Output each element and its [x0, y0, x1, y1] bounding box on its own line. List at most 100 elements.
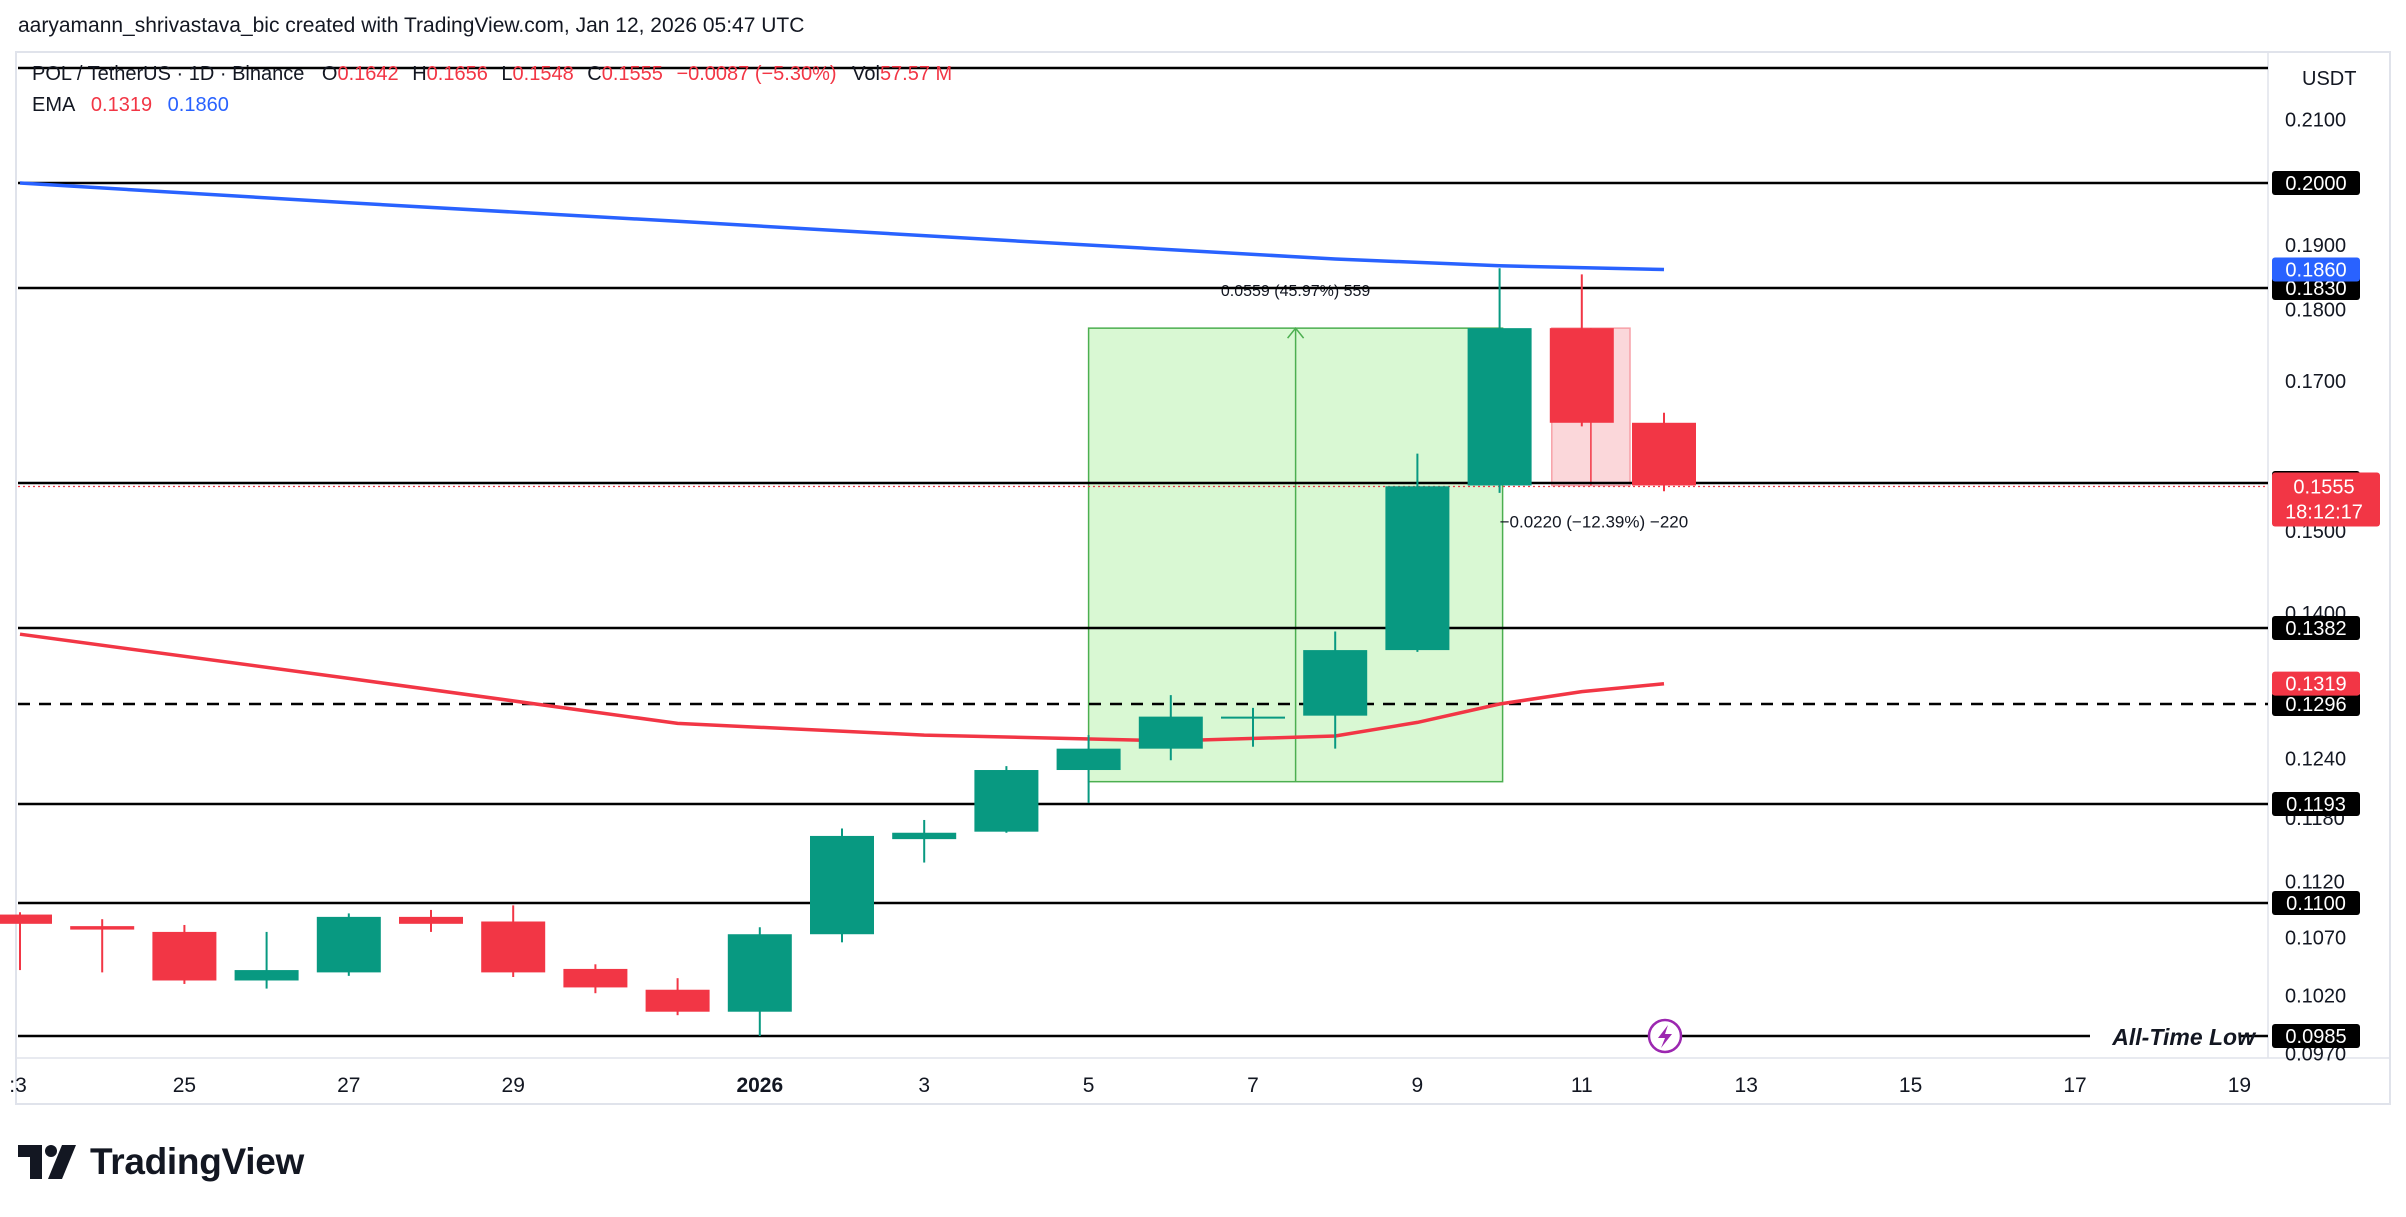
ema-slow-badge-text: 0.1860 [2285, 259, 2346, 281]
candle-body [810, 835, 874, 935]
all-time-low-annotation: All-Time Low [2111, 1024, 2257, 1050]
close-value: 0.1555 [601, 63, 663, 85]
candle [1221, 707, 1285, 747]
candle [70, 919, 135, 973]
ema-fast-badge: 0.1319 [2272, 671, 2360, 696]
candle-body [1056, 748, 1121, 771]
x-tick-label: 17 [2063, 1074, 2086, 1097]
level-badge-0-1296-text: 0.1296 [2285, 694, 2346, 716]
current-price-badge: 0.1555 18:12:17 [2272, 472, 2380, 527]
candle-body [234, 970, 299, 981]
y-tick-label: 0.1900 [2285, 235, 2346, 257]
chart-pane-border [15, 51, 2391, 1105]
candle-body [481, 921, 546, 973]
candle [1138, 695, 1203, 761]
level-badge-0-1100-bg [2272, 891, 2360, 915]
y-tick-label: 0.1070 [2285, 928, 2346, 950]
open-value: 0.1642 [337, 63, 399, 85]
candle [152, 924, 217, 984]
ema-fast-value: 0.1319 [90, 94, 153, 116]
candle-body [1385, 486, 1450, 651]
tradingview-logo-icon [18, 1145, 76, 1179]
lightning-icon-bolt [1658, 1025, 1672, 1048]
x-tick-label: 13 [1735, 1074, 1758, 1097]
ema-fast-badge-bg [2272, 671, 2360, 696]
candle-body [645, 989, 710, 1012]
symbol-name[interactable]: POL / TetherUS · 1D · Binance [32, 63, 305, 85]
chart-attribution: aaryamann_shrivastava_bic created with T… [18, 14, 805, 37]
level-badge-0-1382: 0.1382 [2272, 616, 2360, 640]
level-badge-0-1830: 0.1830 [2272, 276, 2360, 300]
ema-slow-badge: 0.1860 [2272, 257, 2360, 282]
y-tick-label: 0.1800 [2285, 300, 2346, 322]
candle-body [1138, 716, 1203, 749]
tradingview-wordmark: TradingView [90, 1141, 304, 1182]
candle-body [563, 968, 628, 988]
ema-slow-line [19, 181, 1665, 272]
tradingview-logo[interactable]: TradingView [18, 1140, 304, 1184]
y-tick-label: 0.1700 [2285, 371, 2346, 393]
level-badge-0-1296: 0.1296 [2272, 692, 2360, 716]
x-tick-label: 5 [1083, 1074, 1095, 1097]
level-badge-0-2000-bg [2272, 171, 2360, 195]
measure-down-label: −0.0220 (−12.39%) −220 [1500, 512, 1689, 531]
candle [316, 913, 381, 976]
level-badge-0-1830-bg [2272, 276, 2360, 300]
ema-slow-badge-bg [2272, 257, 2360, 282]
candle [1056, 735, 1121, 804]
candle-body [1632, 422, 1696, 486]
x-tick-label: 9 [1412, 1074, 1424, 1097]
candle-body [727, 934, 792, 1012]
x-tick-label: 19 [2228, 1074, 2251, 1097]
y-tick-label: 0.1240 [2285, 748, 2346, 770]
x-tick-label: 2026 [736, 1074, 783, 1097]
x-tick-label: 15 [1899, 1074, 1922, 1097]
current-price-badge-bg [2272, 472, 2380, 527]
measure-up-label: 0.0559 (45.97%) 559 [1221, 283, 1371, 300]
x-tick-label: 7 [1247, 1074, 1259, 1097]
level-badge-0-0985-text: 0.0985 [2285, 1026, 2346, 1048]
level-badge-0-1193-text: 0.1193 [2286, 794, 2346, 816]
candle-body [152, 931, 217, 981]
candle [234, 931, 299, 989]
x-tick-label: 11 [1571, 1074, 1593, 1097]
ema-legend[interactable]: EMA 0.1319 0.1860 [32, 94, 233, 117]
open-label: O [321, 63, 338, 85]
y-tick-label: 0.0970 [2285, 1043, 2346, 1065]
level-badge-0-0985-bg [2272, 1024, 2360, 1048]
candle-body [1221, 716, 1285, 719]
level-badge-0-1830-text: 0.1830 [2285, 278, 2346, 300]
candle [399, 909, 463, 932]
level-badge-0-1382-text: 0.1382 [2285, 618, 2346, 640]
candle [0, 912, 52, 971]
ohlc-legend: POL / TetherUS · 1D · Binance O0.1642 H0… [32, 63, 960, 86]
ema-slow-value: 0.1860 [167, 94, 229, 116]
candle [1549, 274, 1614, 427]
y-tick-label: 0.1020 [2285, 986, 2346, 1008]
candle-body [399, 916, 463, 924]
candle [810, 828, 874, 943]
candle [892, 819, 957, 863]
low-value: 0.1548 [512, 63, 574, 85]
x-tick-label: :3 [9, 1074, 27, 1097]
ema-label: EMA [32, 94, 76, 116]
candle [974, 766, 1039, 833]
candle-body [316, 916, 381, 973]
candle-body [70, 926, 135, 930]
low-label: L [501, 63, 513, 85]
countdown-timer: 18:12:17 [2285, 501, 2363, 523]
level-badge-0-1100-text: 0.1100 [2286, 893, 2346, 915]
level-badge-0-1382-bg [2272, 616, 2360, 640]
y-tick-label: 0.2100 [2285, 109, 2346, 131]
level-badge-0-1296-bg [2272, 692, 2360, 716]
level-badge-0-1193-bg [2272, 792, 2360, 816]
x-tick-label: 29 [502, 1074, 525, 1097]
candle-body [1467, 328, 1532, 486]
ema-fast-badge-text: 0.1319 [2285, 674, 2346, 696]
lightning-icon [1647, 1018, 1683, 1054]
x-tick-label: 27 [337, 1074, 360, 1097]
candle-body [974, 770, 1039, 832]
change-value: −0.0087 (−5.30%) [676, 63, 837, 85]
current-price-value: 0.1555 [2293, 476, 2354, 498]
